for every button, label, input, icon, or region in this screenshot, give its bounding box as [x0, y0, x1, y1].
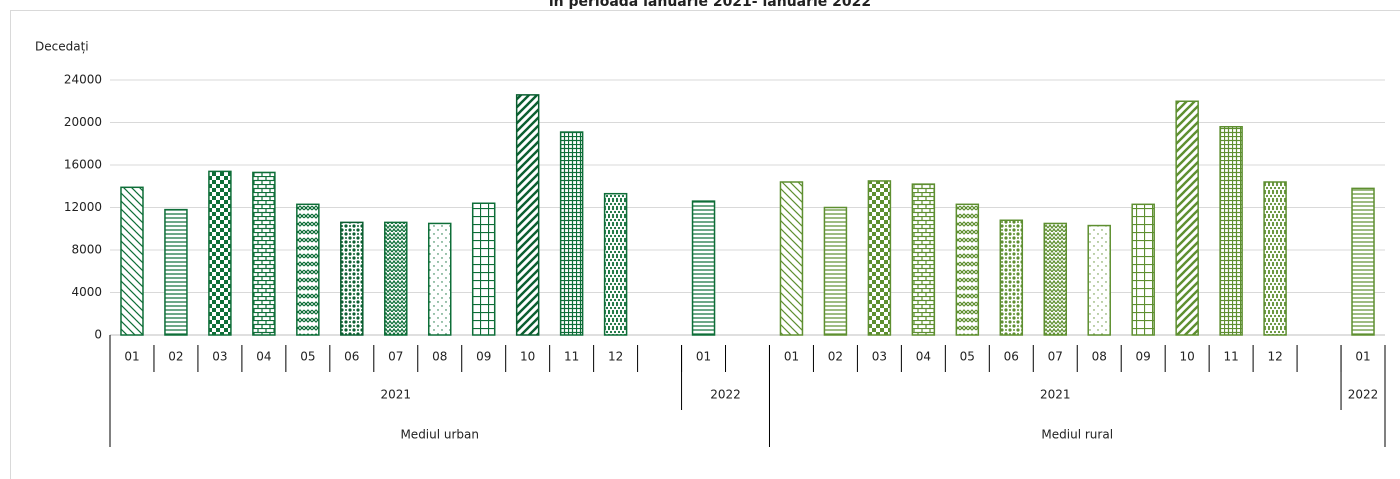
bar [1043, 222, 1068, 336]
area-label: Mediul rural [1041, 428, 1113, 442]
year-label: 2021 [381, 388, 412, 402]
x-tick-label: 06 [1004, 350, 1019, 364]
bar [559, 131, 584, 336]
x-tick-label: 08 [432, 350, 447, 364]
bar [1131, 203, 1155, 336]
bar [999, 219, 1024, 336]
bar [603, 192, 628, 336]
bar [1087, 224, 1111, 336]
x-tick-label: 05 [300, 350, 315, 364]
bar [867, 180, 892, 336]
bar [296, 203, 320, 336]
bar [208, 170, 232, 336]
x-tick-label: 03 [872, 350, 887, 364]
x-tick-label: 10 [1180, 350, 1195, 364]
year-label: 2022 [1348, 388, 1379, 402]
x-tick-label: 08 [1092, 350, 1107, 364]
year-label: 2022 [710, 388, 741, 402]
x-tick-label: 01 [124, 350, 139, 364]
x-tick-label: 02 [828, 350, 843, 364]
bar [1175, 100, 1199, 336]
bar [120, 186, 144, 336]
x-tick-label: 04 [916, 350, 931, 364]
bar [340, 221, 364, 336]
x-tick-label: 04 [256, 350, 271, 364]
x-tick-label: 10 [520, 350, 535, 364]
y-tick-label: 20000 [64, 115, 102, 129]
bar [691, 200, 716, 336]
bar [1219, 126, 1243, 336]
x-tick-label: 12 [608, 350, 623, 364]
x-tick-label: 02 [168, 350, 183, 364]
bar [779, 181, 804, 336]
bar [515, 94, 540, 336]
chart-border [10, 10, 1400, 479]
year-label: 2021 [1040, 388, 1071, 402]
x-tick-label: 01 [696, 350, 711, 364]
area-label: Mediul urban [400, 428, 479, 442]
bar [1351, 187, 1375, 336]
y-tick-label: 24000 [64, 73, 102, 87]
bar [955, 203, 980, 336]
x-tick-label: 05 [960, 350, 975, 364]
x-tick-label: 12 [1267, 350, 1282, 364]
y-tick-label: 16000 [64, 158, 102, 172]
bar [252, 171, 276, 336]
bar [471, 202, 496, 336]
bar [1263, 181, 1287, 336]
x-tick-label: 09 [476, 350, 491, 364]
bar [823, 206, 848, 336]
y-tick-label: 8000 [71, 243, 102, 257]
x-tick-label: 09 [1136, 350, 1151, 364]
chart-title: în perioada ianuarie 2021- ianuarie 2022 [548, 0, 871, 10]
bar [384, 221, 408, 336]
bar [911, 183, 936, 336]
x-tick-label: 07 [388, 350, 403, 364]
x-tick-label: 07 [1048, 350, 1063, 364]
y-tick-label: 0 [94, 328, 102, 342]
x-tick-label: 11 [564, 350, 579, 364]
y-tick-label: 4000 [71, 285, 102, 299]
x-tick-label: 01 [784, 350, 799, 364]
x-tick-label: 06 [344, 350, 359, 364]
x-tick-label: 11 [1223, 350, 1238, 364]
x-tick-label: 03 [212, 350, 227, 364]
y-tick-label: 12000 [64, 200, 102, 214]
bar [164, 208, 188, 336]
x-tick-label: 01 [1355, 350, 1370, 364]
y-axis-label: Decedați [35, 40, 89, 54]
bar [427, 222, 452, 336]
